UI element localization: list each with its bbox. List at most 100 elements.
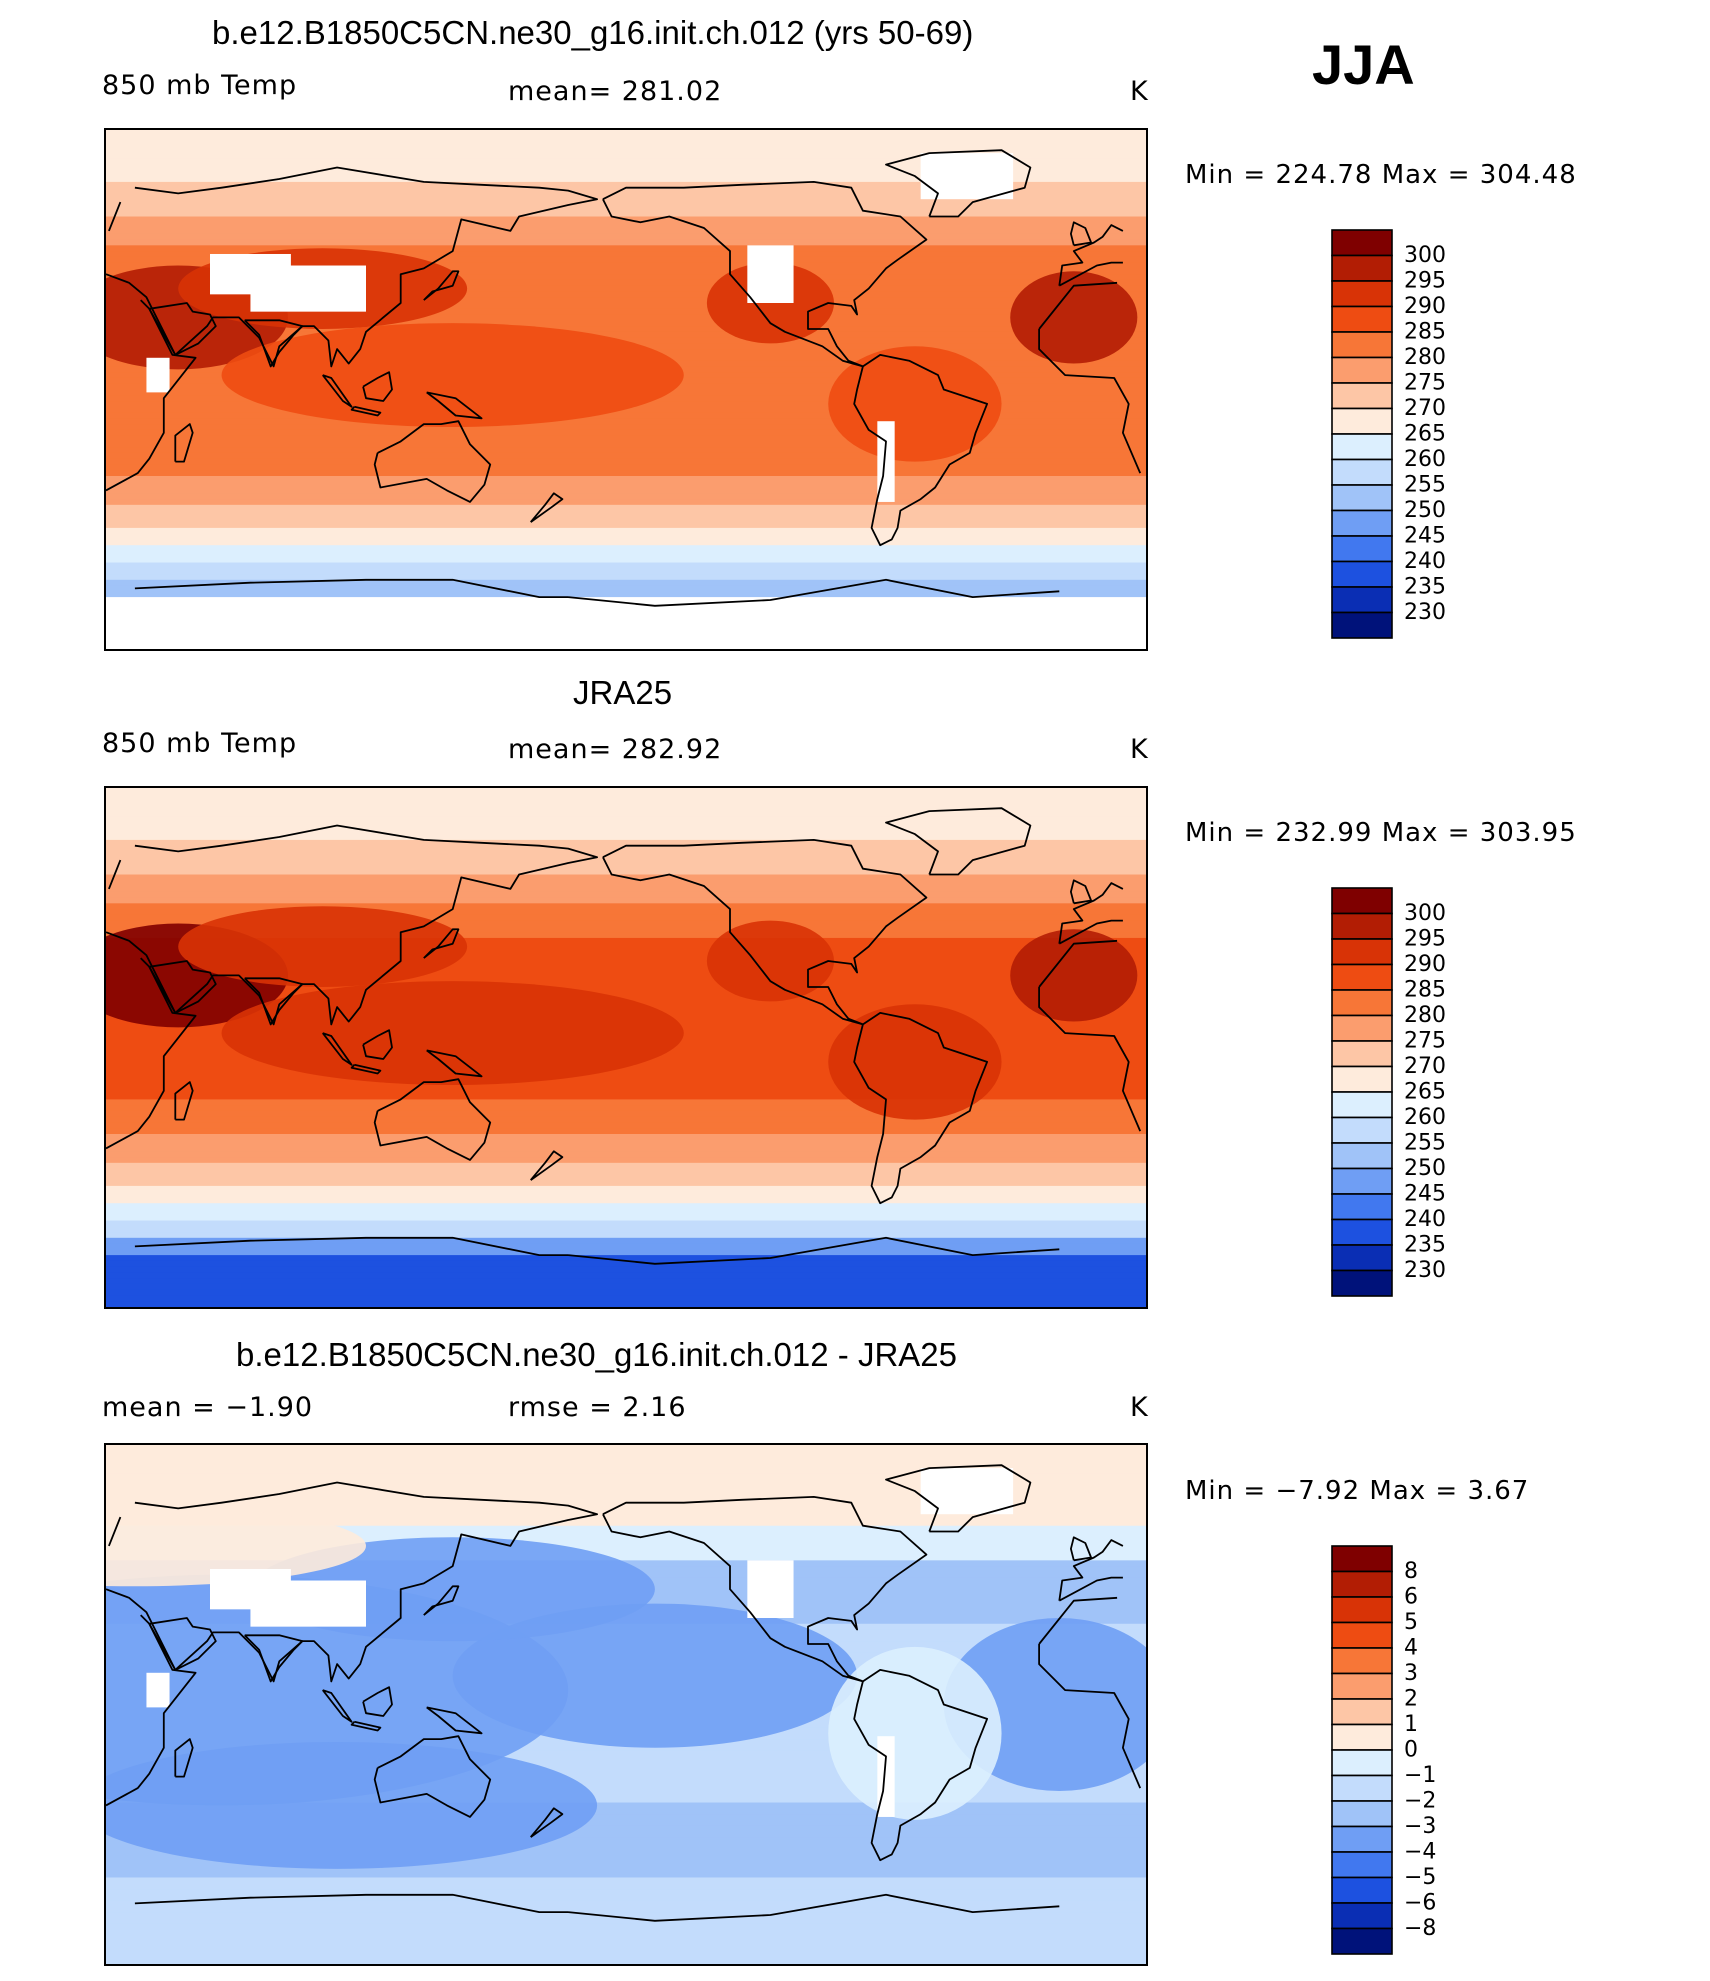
field-band	[106, 1174, 1146, 1181]
field-band	[106, 920, 1146, 927]
panel1-units-label: K	[1130, 76, 1149, 107]
colorbar-tick-label: 4	[1404, 1636, 1418, 1661]
field-band	[106, 1785, 1146, 1792]
field-band	[106, 585, 1146, 592]
colorbar-tick-label: 295	[1404, 927, 1446, 952]
field-band	[106, 228, 1146, 235]
coastline	[244, 1634, 304, 1683]
field-band	[106, 291, 1146, 298]
colorbar-tick-label: 260	[1404, 1105, 1446, 1130]
field-band	[106, 1479, 1146, 1486]
field-band	[106, 1099, 1146, 1106]
coastline	[373, 1078, 492, 1161]
field-band	[106, 966, 1146, 974]
field-band	[106, 279, 1146, 287]
field-band	[106, 447, 1146, 454]
field-band	[106, 406, 1146, 414]
field-band	[106, 579, 1146, 587]
field-band	[106, 418, 1146, 425]
field-band	[106, 811, 1146, 818]
field-band	[106, 1122, 1146, 1129]
coastline	[373, 1735, 492, 1818]
field-band	[106, 1116, 1146, 1124]
colorbar-swatch	[1331, 963, 1393, 991]
field-band	[106, 1865, 1146, 1873]
colorbar-swatch	[1331, 560, 1393, 588]
field-band	[106, 1070, 1146, 1077]
field-band	[106, 1064, 1146, 1072]
field-band	[106, 1226, 1146, 1233]
field-band	[106, 464, 1146, 471]
panel2-units-label: K	[1130, 734, 1149, 765]
field-band	[106, 256, 1146, 264]
colorbar-swatch	[1331, 1596, 1393, 1624]
colorbar-tick-label: 2	[1404, 1687, 1418, 1712]
coastline	[244, 977, 304, 1026]
coastline	[321, 374, 353, 408]
coastline	[885, 149, 1032, 218]
colorbar-swatch	[1331, 280, 1393, 308]
field-band	[106, 1272, 1146, 1279]
field-band	[106, 516, 1146, 523]
coastline	[106, 1481, 1124, 1683]
colorbar-tick-label: 1	[1404, 1712, 1418, 1737]
coastline	[853, 354, 988, 547]
coastline	[530, 1150, 564, 1181]
field-band	[106, 1093, 1146, 1100]
coastline	[423, 1585, 460, 1616]
colorbar-swatch	[1331, 382, 1393, 410]
missing-data-patch	[920, 1468, 1014, 1515]
colorbar-swatch	[1331, 989, 1393, 1017]
colorbar-swatch	[1331, 254, 1393, 282]
field-band	[106, 545, 1146, 552]
panel2-mean-label: mean= 282.92	[508, 734, 723, 765]
field-band	[106, 1082, 1146, 1089]
colorbar-tick-label: 290	[1404, 952, 1446, 977]
field-band	[106, 222, 1146, 229]
colorbar-tick-label: 295	[1404, 269, 1446, 294]
field-band	[106, 1162, 1146, 1170]
colorbar-tick-label: 290	[1404, 294, 1446, 319]
colorbar-swatch	[1331, 1698, 1393, 1726]
colorbar-swatch	[1331, 1927, 1393, 1955]
season-label: JJA	[1312, 33, 1415, 96]
colorbar-swatch	[1331, 1091, 1393, 1119]
field-band	[106, 297, 1146, 304]
field-band	[106, 1445, 1146, 1452]
field-band	[106, 1278, 1146, 1285]
coastline	[134, 1893, 1060, 1922]
field-band	[106, 1203, 1146, 1210]
field-band	[106, 510, 1146, 517]
colorbar-swatch	[1331, 1218, 1393, 1246]
colorbar-tick-label: 255	[1404, 1131, 1446, 1156]
colorbar-tick-label: 270	[1404, 1054, 1446, 1079]
field-band	[106, 476, 1146, 483]
field-band	[106, 1502, 1146, 1510]
colorbar-tick-label: 245	[1404, 524, 1446, 549]
colorbar-swatch	[1331, 1116, 1393, 1144]
coastline	[373, 420, 492, 503]
colorbar-tick-label: −5	[1404, 1865, 1436, 1890]
colorbar-tick-label: 235	[1404, 575, 1446, 600]
field-band	[106, 1877, 1146, 1884]
colorbar-swatch	[1331, 611, 1393, 639]
coastline	[134, 578, 1060, 607]
colorbar-swatch	[1331, 1014, 1393, 1042]
colorbar-swatch	[1331, 356, 1393, 384]
coastline	[134, 1236, 1060, 1265]
field-band	[106, 458, 1146, 466]
colorbar-swatch	[1331, 1621, 1393, 1649]
field-band	[106, 435, 1146, 442]
field-band	[106, 926, 1146, 933]
field-band	[106, 533, 1146, 541]
coastline	[426, 1706, 483, 1735]
colorbar-swatch	[1331, 535, 1393, 563]
field-band	[106, 1514, 1146, 1521]
coastline	[321, 1032, 353, 1066]
field-band	[106, 1456, 1146, 1463]
colorbar-tick-label: 245	[1404, 1182, 1446, 1207]
coastline	[1070, 879, 1092, 905]
colorbar-tick-label: 240	[1404, 549, 1446, 574]
colorbar-swatch	[1331, 484, 1393, 512]
field-band	[106, 1871, 1146, 1879]
